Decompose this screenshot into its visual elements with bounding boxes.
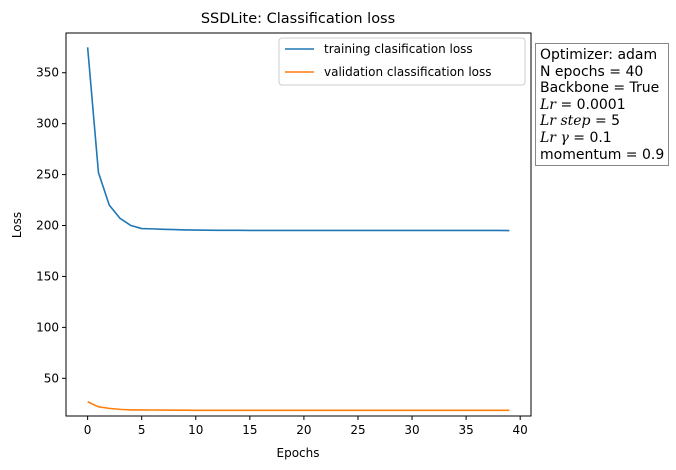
legend-box (278, 37, 526, 86)
momentum-text: momentum = 0.9 (540, 146, 665, 163)
chart-title: SSDLite: Classification loss (201, 11, 395, 27)
lr-gamma-label: Lr γ (540, 129, 569, 146)
x-tick-label: 10 (188, 423, 203, 437)
x-tick-label: 20 (296, 423, 311, 437)
y-axis-title: Loss (10, 212, 24, 238)
lr-gamma-line: Lr γ = 0.1 (540, 130, 664, 147)
legend-label-validation: validation classification loss (324, 65, 492, 79)
lr-gamma-value: = 0.1 (568, 129, 612, 146)
x-tick-label: 25 (350, 423, 365, 437)
series-layer (86, 47, 510, 412)
plot-area (65, 32, 532, 417)
y-tick-label: 350 (36, 66, 59, 80)
x-tick-label: 15 (242, 423, 257, 437)
lr-label: Lr (540, 96, 556, 113)
legend-label-training: training clasification loss (324, 42, 473, 56)
x-tick-label: 30 (404, 423, 419, 437)
y-tick-label: 250 (36, 168, 59, 182)
x-ticks: 0 5 10 15 20 25 30 35 40 (84, 416, 528, 437)
x-tick-label: 5 (138, 423, 146, 437)
optimizer-text: Optimizer: adam (540, 47, 658, 63)
lr-step-line: Lr step = 5 (540, 113, 664, 130)
series-line-0 (86, 47, 510, 232)
series-line-1 (87, 401, 510, 412)
lr-step-label: Lr step (540, 113, 591, 130)
legend: training clasification loss validation c… (278, 37, 526, 86)
epochs-text: N epochs = 40 (540, 63, 644, 80)
y-tick-label: 300 (36, 117, 59, 131)
x-tick-label: 35 (458, 423, 473, 437)
x-axis-title: Epochs (277, 446, 320, 460)
x-tick-label: 0 (84, 423, 92, 437)
lr-line: Lr = 0.0001 (540, 97, 664, 114)
x-tick-label: 40 (513, 423, 528, 437)
y-tick-label: 150 (36, 269, 59, 283)
lr-step-value: = 5 (590, 113, 621, 130)
y-tick-label: 200 (36, 219, 59, 233)
y-ticks: 50 100 150 200 250 300 350 (36, 66, 66, 385)
y-tick-label: 100 (36, 320, 59, 334)
backbone-text: Backbone = True (540, 80, 660, 97)
y-tick-label: 50 (44, 371, 59, 385)
hyperparameter-info-box: Optimizer: adam N epochs = 40 Backbone =… (535, 43, 670, 167)
lr-value: = 0.0001 (556, 96, 626, 113)
